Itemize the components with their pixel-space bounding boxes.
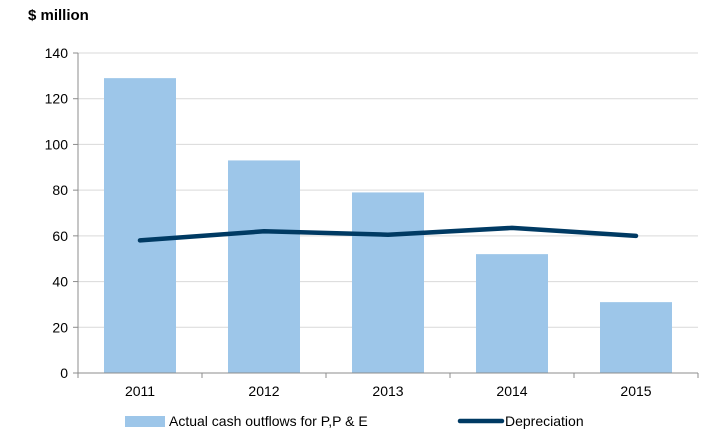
axes bbox=[77, 53, 698, 374]
bar-2012 bbox=[228, 160, 300, 373]
depreciation-series bbox=[137, 225, 639, 243]
legend-label-line: Depreciation bbox=[505, 413, 584, 429]
bar-2011 bbox=[104, 78, 176, 374]
y-tick-label: 100 bbox=[45, 136, 69, 152]
bars bbox=[104, 78, 672, 374]
x-tick-label-2014: 2014 bbox=[496, 383, 527, 399]
x-tick-label-2012: 2012 bbox=[248, 383, 279, 399]
depreciation-line bbox=[137, 225, 639, 243]
legend: Actual cash outflows for P,P & E Depreci… bbox=[125, 413, 584, 429]
y-tick-label: 140 bbox=[45, 45, 69, 61]
y-tick-label: 20 bbox=[52, 319, 68, 335]
y-axis-ticks: 0 20 40 60 80 100 120 140 bbox=[45, 45, 78, 381]
legend-swatch-bar bbox=[125, 416, 165, 427]
y-tick-label: 60 bbox=[52, 228, 68, 244]
y-tick-label: 0 bbox=[60, 365, 68, 381]
y-tick-label: 80 bbox=[52, 182, 68, 198]
y-axis-title: $ million bbox=[28, 7, 89, 24]
x-axis-ticks: 2011 2012 2013 2014 2015 bbox=[77, 373, 699, 399]
x-tick-label-2011: 2011 bbox=[125, 383, 155, 399]
y-tick-label: 120 bbox=[45, 91, 69, 107]
bar-2014 bbox=[476, 254, 548, 373]
x-tick-label-2013: 2013 bbox=[372, 383, 403, 399]
bar-2013 bbox=[352, 192, 424, 373]
x-tick-label-2015: 2015 bbox=[620, 383, 651, 399]
bar-2015 bbox=[600, 302, 672, 373]
y-tick-label: 40 bbox=[52, 274, 68, 290]
legend-label-bar: Actual cash outflows for P,P & E bbox=[169, 413, 368, 429]
